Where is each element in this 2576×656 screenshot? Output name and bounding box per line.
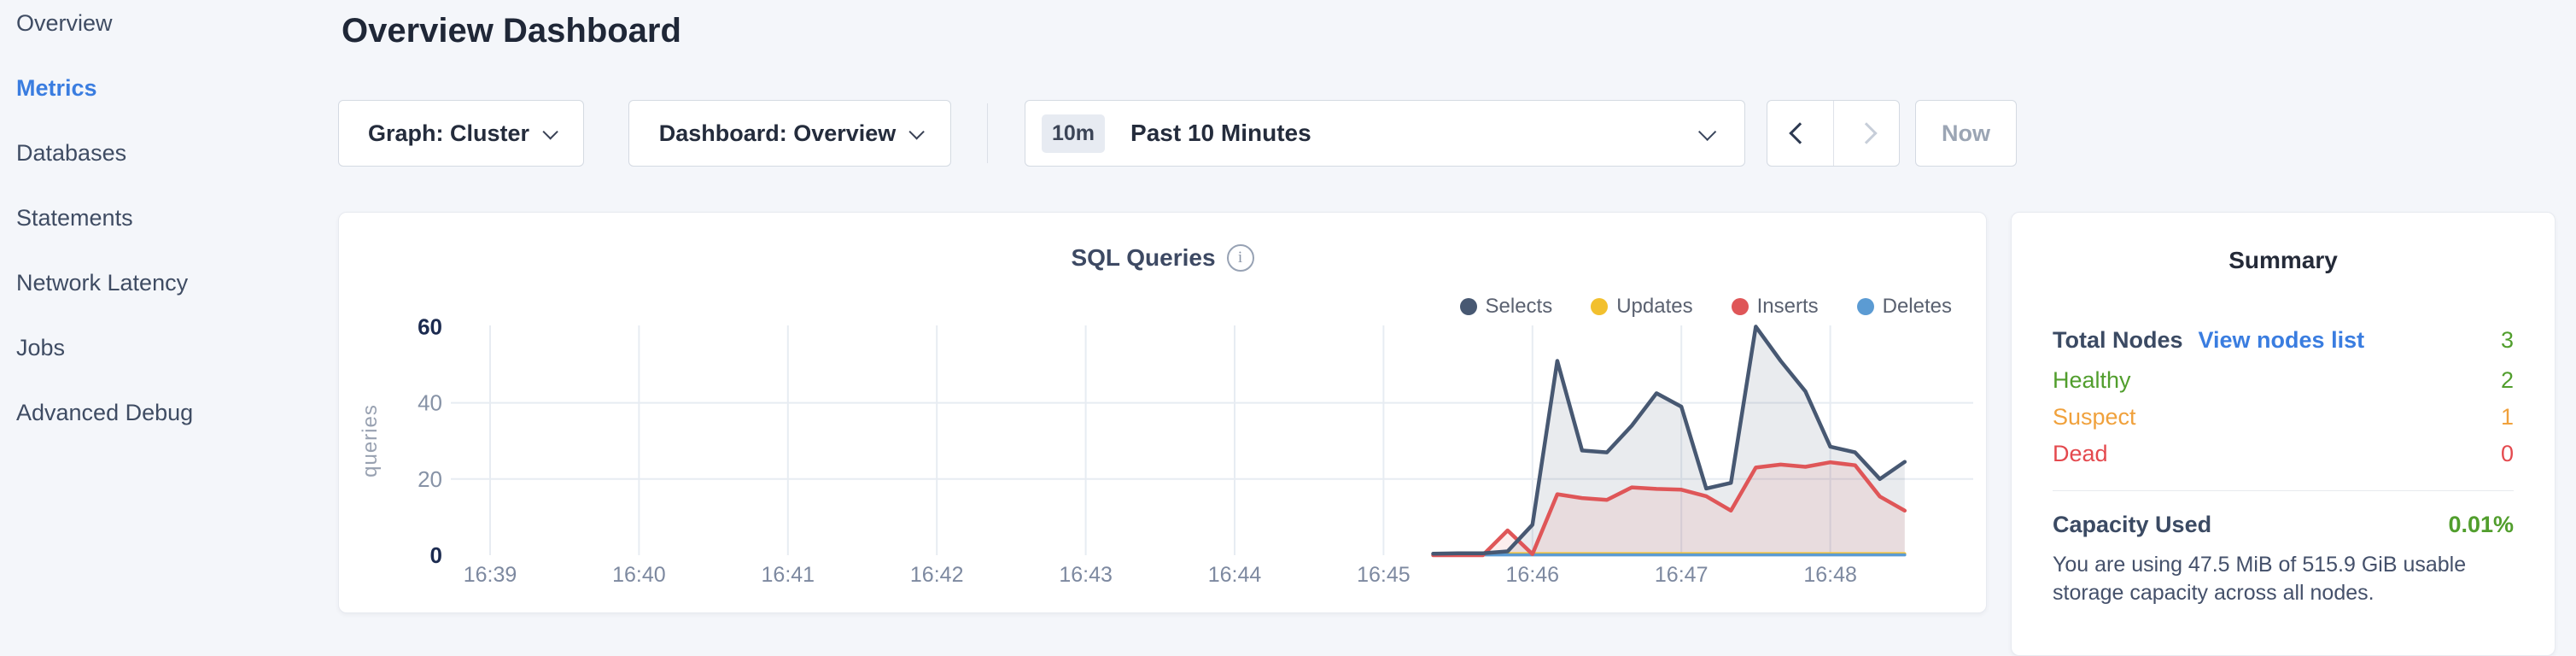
chart-title-row: SQL Queries i (339, 244, 1986, 272)
graph-dropdown[interactable]: Graph: Cluster (338, 100, 584, 167)
series-area-selects (1433, 326, 1905, 555)
summary-divider (2053, 490, 2514, 491)
info-icon[interactable]: i (1226, 244, 1254, 272)
dashboard-dropdown[interactable]: Dashboard: Overview (628, 100, 951, 167)
x-axis-tick-label: 16:42 (910, 563, 964, 587)
capacity-description: You are using 47.5 MiB of 515.9 GiB usab… (2053, 553, 2467, 605)
dashboard-dropdown-label: Dashboard: Overview (658, 120, 897, 146)
chevron-left-icon (1789, 122, 1811, 144)
sql-queries-chart-plot[interactable]: 0 20 40 60 16:39 16:40 16:41 16:42 16:43 16:44 16:… (339, 213, 1988, 614)
capacity-used-label: Capacity Used (2053, 511, 2212, 537)
x-axis-tick-label: 16:41 (762, 563, 815, 587)
sidebar-nav-list: Overview Metrics Databases Statements Networ… (0, 0, 335, 445)
capacity-row: Capacity Used 0.01% (2053, 506, 2514, 543)
time-forward-button[interactable] (1834, 101, 1900, 166)
y-axis-title: queries (359, 404, 382, 477)
legend-label: Inserts (1756, 295, 1819, 318)
legend-item-updates[interactable]: Updates (1591, 295, 1693, 319)
time-pager (1767, 100, 1900, 167)
node-status-label: Suspect (2053, 403, 2136, 430)
legend-label: Selects (1485, 295, 1553, 318)
x-axis-tick-label: 16:46 (1506, 563, 1560, 587)
total-nodes-value: 3 (2500, 326, 2514, 353)
total-nodes-row: Total Nodes View nodes list 3 (2053, 321, 2514, 359)
time-range-badge: 10m (1042, 114, 1106, 153)
chevron-right-icon (1855, 122, 1878, 144)
legend-dot-icon (1856, 298, 1874, 315)
controls-divider (987, 103, 988, 163)
x-axis-tick-label: 16:40 (612, 563, 666, 587)
chart-title: SQL Queries (1071, 244, 1216, 271)
series-line-inserts (1431, 460, 1907, 558)
y-axis-tick-label: 0 (430, 542, 442, 568)
summary-panel: Summary Total Nodes View nodes list 3 He… (2011, 212, 2556, 656)
legend-item-inserts[interactable]: Inserts (1731, 295, 1819, 319)
x-axis-tick-label: 16:44 (1208, 563, 1262, 587)
x-axis-tick-label: 16:39 (464, 563, 517, 587)
y-axis-tick-label: 20 (418, 466, 442, 492)
node-status-row-suspect: Suspect 1 (2053, 398, 2514, 436)
sidebar: Overview Metrics Databases Statements Networ… (0, 0, 335, 624)
legend-item-deletes[interactable]: Deletes (1856, 295, 1952, 319)
chevron-down-icon (542, 123, 558, 140)
x-axis-tick-label: 16:48 (1803, 563, 1857, 587)
legend-dot-icon (1591, 298, 1609, 315)
pager-divider (1832, 101, 1834, 166)
x-axis-tick-label: 16:45 (1357, 563, 1411, 587)
legend-label: Deletes (1882, 295, 1952, 318)
chart-legend: Selects Updates Inserts Deletes (1459, 295, 1952, 319)
chevron-down-icon (908, 123, 926, 140)
node-status-label: Dead (2053, 440, 2108, 466)
node-status-label: Healthy (2053, 366, 2131, 393)
chevron-down-icon (1698, 122, 1717, 141)
sidebar-item-advanced-debug[interactable]: Advanced Debug (16, 399, 194, 425)
x-axis-tick-label: 16:43 (1059, 563, 1113, 587)
view-nodes-list-link[interactable]: View nodes list (2198, 326, 2365, 353)
sidebar-item-statements[interactable]: Statements (16, 204, 133, 231)
sidebar-item-jobs[interactable]: Jobs (16, 334, 66, 360)
sidebar-item-network-latency[interactable]: Network Latency (16, 269, 189, 296)
controls-bar: Graph: Cluster Dashboard: Overview 10m P… (338, 100, 2017, 167)
legend-dot-icon (1459, 298, 1477, 315)
time-range-label: Past 10 Minutes (1130, 120, 1311, 146)
series-area-inserts (1433, 462, 1905, 555)
node-status-value: 1 (2500, 403, 2514, 430)
node-status-value: 2 (2500, 366, 2514, 393)
sidebar-item-metrics[interactable]: Metrics (16, 74, 97, 101)
node-status-row-dead: Dead 0 (2053, 435, 2514, 472)
series-line-selects (1431, 325, 1907, 556)
time-back-button[interactable] (1767, 101, 1833, 166)
legend-dot-icon (1731, 298, 1749, 315)
node-status-value: 0 (2500, 440, 2514, 466)
summary-title: Summary (2228, 247, 2338, 273)
graph-dropdown-label: Graph: Cluster (367, 120, 530, 146)
y-axis-tick-label: 40 (418, 390, 442, 416)
legend-label: Updates (1616, 295, 1693, 318)
capacity-used-value: 0.01% (2448, 511, 2514, 537)
sql-queries-chart-card: SQL Queries i Selects Updates Inserts Delet… (338, 212, 1987, 613)
x-axis-tick-label: 16:47 (1655, 563, 1709, 587)
total-nodes-label: Total Nodes (2053, 326, 2183, 353)
page-title: Overview Dashboard (342, 12, 681, 50)
y-axis-tick-label: 60 (418, 313, 442, 339)
time-range-dropdown[interactable]: 10m Past 10 Minutes (1025, 100, 1745, 167)
sidebar-item-databases[interactable]: Databases (16, 139, 127, 166)
sidebar-item-overview[interactable]: Overview (16, 9, 113, 36)
now-button[interactable]: Now (1915, 100, 2017, 167)
node-status-row-healthy: Healthy 2 (2053, 361, 2514, 399)
legend-item-selects[interactable]: Selects (1459, 295, 1553, 319)
